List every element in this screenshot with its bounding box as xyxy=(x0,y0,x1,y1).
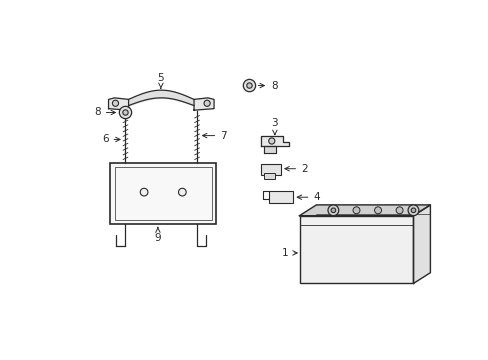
Text: 9: 9 xyxy=(154,228,161,243)
Circle shape xyxy=(395,207,402,214)
Bar xyxy=(261,164,281,175)
Polygon shape xyxy=(108,98,128,110)
Text: 8: 8 xyxy=(258,81,277,91)
Text: 5: 5 xyxy=(157,73,164,89)
Circle shape xyxy=(122,110,128,115)
Circle shape xyxy=(374,207,381,214)
Circle shape xyxy=(410,208,415,213)
Polygon shape xyxy=(194,98,214,110)
Circle shape xyxy=(407,205,418,216)
Bar xyxy=(264,173,274,180)
Bar xyxy=(268,191,293,203)
Bar xyxy=(110,163,216,224)
Circle shape xyxy=(203,100,210,106)
Circle shape xyxy=(243,80,255,92)
Circle shape xyxy=(112,100,118,106)
Bar xyxy=(299,216,413,283)
Circle shape xyxy=(330,208,335,213)
Circle shape xyxy=(178,188,186,196)
Polygon shape xyxy=(264,147,276,153)
Circle shape xyxy=(246,83,252,88)
Circle shape xyxy=(119,106,131,119)
Circle shape xyxy=(327,205,338,216)
Text: 7: 7 xyxy=(202,131,226,141)
Text: 3: 3 xyxy=(271,118,278,135)
Polygon shape xyxy=(413,205,429,283)
Text: 4: 4 xyxy=(297,192,319,202)
Polygon shape xyxy=(261,136,288,147)
Circle shape xyxy=(268,138,274,144)
Circle shape xyxy=(140,188,148,196)
Text: 2: 2 xyxy=(285,164,307,174)
Circle shape xyxy=(352,207,359,214)
Polygon shape xyxy=(299,205,429,216)
Text: 8: 8 xyxy=(94,108,115,117)
Bar xyxy=(115,167,211,220)
Text: 6: 6 xyxy=(102,134,120,144)
Text: 1: 1 xyxy=(282,248,297,258)
